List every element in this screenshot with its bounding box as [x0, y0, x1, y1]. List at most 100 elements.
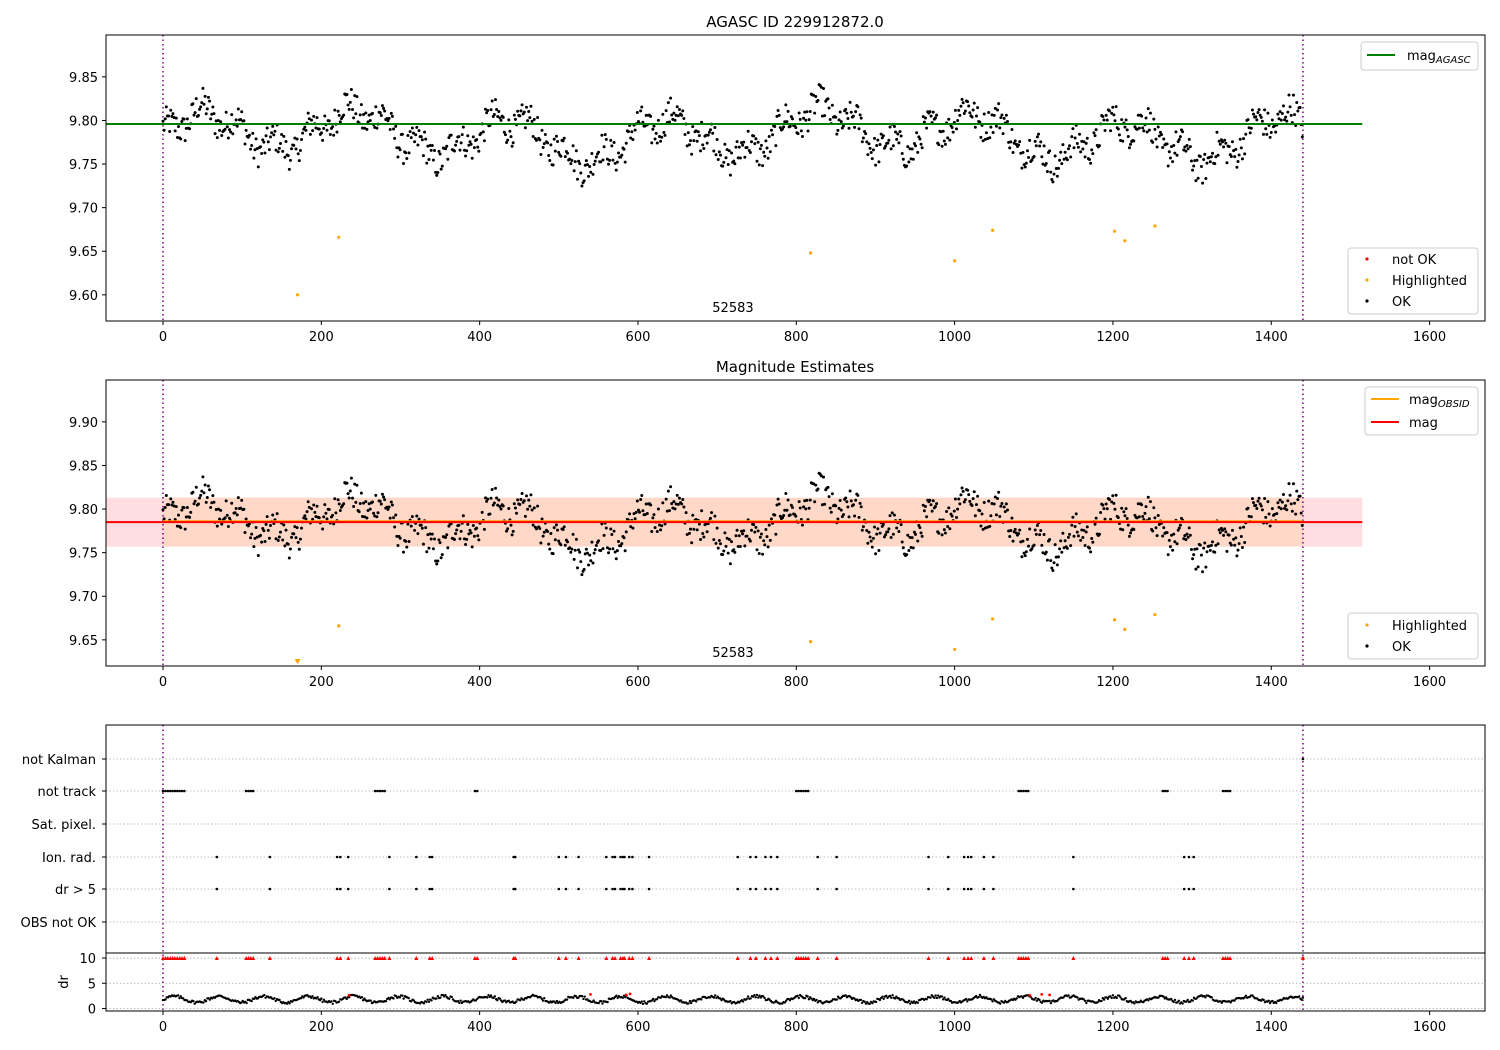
- ok-point: [706, 133, 710, 137]
- ok-point: [459, 141, 463, 145]
- ok-point: [387, 505, 391, 509]
- ok-point: [1188, 533, 1192, 537]
- ok-point: [836, 128, 840, 132]
- ok-point: [585, 551, 589, 555]
- panel2-obsid-label: 52583: [712, 646, 753, 661]
- flag-point: [775, 887, 779, 891]
- ok-point: [513, 506, 517, 510]
- dr-point: [844, 994, 847, 997]
- ok-point: [1202, 158, 1206, 162]
- ok-point: [1247, 126, 1251, 130]
- ok-point: [417, 517, 421, 521]
- ok-point: [315, 504, 319, 508]
- ok-point: [445, 533, 449, 537]
- dr-red-point: [1048, 993, 1052, 997]
- ok-point: [392, 127, 396, 131]
- ok-point: [788, 513, 792, 517]
- ok-point: [513, 117, 517, 121]
- flag-point: [175, 789, 179, 793]
- ok-point: [501, 504, 505, 508]
- ok-point: [601, 158, 605, 162]
- ok-point: [183, 527, 187, 531]
- ok-point: [549, 143, 553, 147]
- y-tick-label: 9.80: [69, 503, 98, 518]
- dr-clipped-marker: [430, 956, 435, 961]
- ok-point: [1238, 526, 1242, 530]
- ok-point: [420, 138, 424, 142]
- ok-point: [380, 492, 384, 496]
- ok-point: [912, 141, 916, 145]
- dr-point: [878, 998, 882, 1002]
- ok-point: [783, 120, 787, 124]
- ok-point: [763, 543, 767, 547]
- ok-point: [177, 513, 181, 517]
- ok-point: [1300, 135, 1304, 139]
- ok-point: [663, 522, 667, 526]
- ok-point: [875, 143, 879, 147]
- ok-point: [322, 126, 326, 130]
- dr-point: [515, 1000, 518, 1003]
- ok-point: [347, 496, 351, 500]
- ok-point: [1216, 153, 1220, 157]
- ok-point: [828, 118, 832, 122]
- ok-point: [794, 126, 798, 130]
- ok-point: [1041, 162, 1045, 166]
- ok-point: [288, 158, 292, 162]
- ok-point: [552, 137, 556, 141]
- ok-point: [515, 511, 519, 515]
- dr-point: [1233, 999, 1236, 1002]
- ok-point: [656, 118, 660, 122]
- ok-point: [267, 148, 271, 152]
- x-tick-label: 0: [159, 675, 167, 690]
- ok-point: [797, 500, 801, 504]
- ok-point: [539, 541, 543, 545]
- dr-point: [345, 997, 348, 1001]
- ok-point: [534, 527, 538, 531]
- flag-point: [564, 855, 568, 859]
- ok-point: [1009, 528, 1013, 532]
- ok-point: [503, 133, 507, 137]
- ok-point: [227, 128, 231, 132]
- ok-point: [571, 144, 575, 148]
- dr-point: [1162, 995, 1165, 998]
- ok-point: [950, 125, 954, 129]
- dr-clipped-marker: [763, 956, 768, 961]
- ok-point: [916, 150, 920, 154]
- dr-point: [274, 999, 277, 1003]
- ok-point: [1082, 140, 1086, 144]
- ok-point: [1144, 116, 1148, 120]
- ok-point: [777, 113, 781, 117]
- ok-point: [582, 179, 586, 183]
- ok-point: [1187, 137, 1191, 141]
- ok-point: [1061, 531, 1065, 535]
- ok-point: [853, 514, 857, 518]
- flag-point: [764, 855, 767, 859]
- dr-point: [668, 996, 671, 999]
- ok-point: [530, 119, 534, 123]
- ok-point: [529, 493, 533, 497]
- ok-point: [736, 545, 740, 549]
- ok-point: [1274, 130, 1278, 134]
- ok-point: [1045, 558, 1049, 562]
- dr-point: [459, 999, 462, 1002]
- ok-point: [327, 119, 331, 123]
- ok-point: [994, 124, 998, 128]
- ok-point: [834, 115, 838, 119]
- flag-point: [835, 855, 838, 859]
- ok-point: [611, 158, 615, 162]
- dr-point: [687, 1002, 690, 1005]
- ok-point: [585, 163, 589, 167]
- ok-point: [337, 113, 341, 117]
- ok-point: [667, 120, 671, 124]
- ok-point: [1017, 532, 1021, 536]
- ok-point: [857, 127, 861, 131]
- ok-point: [372, 511, 376, 515]
- ok-point: [1263, 108, 1267, 112]
- ok-point: [388, 516, 392, 520]
- ok-point: [311, 517, 315, 521]
- ok-point: [723, 142, 727, 146]
- dr-point: [182, 997, 185, 1000]
- ok-point: [319, 131, 323, 135]
- ok-point: [1291, 482, 1295, 486]
- ok-point: [352, 504, 356, 508]
